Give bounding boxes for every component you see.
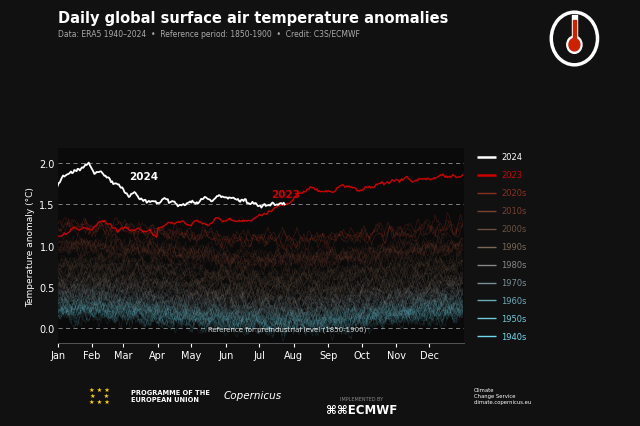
Text: 2023: 2023 xyxy=(501,171,522,180)
Text: 2020s: 2020s xyxy=(501,189,527,198)
Text: 1960s: 1960s xyxy=(501,296,527,305)
Text: Climate
Change Service
climate.copernicus.eu: Climate Change Service climate.copernicu… xyxy=(474,387,532,403)
Text: PROGRAMME OF THE
EUROPEAN UNION: PROGRAMME OF THE EUROPEAN UNION xyxy=(131,389,210,402)
Y-axis label: Temperature anomaly (°C): Temperature anomaly (°C) xyxy=(26,186,35,306)
Circle shape xyxy=(567,37,582,54)
Text: 2000s: 2000s xyxy=(501,225,527,234)
Text: IMPLEMENTED BY: IMPLEMENTED BY xyxy=(340,396,383,401)
Circle shape xyxy=(569,40,580,52)
Text: 1970s: 1970s xyxy=(501,278,527,288)
Text: 1940s: 1940s xyxy=(501,332,527,341)
Text: 1980s: 1980s xyxy=(501,260,527,270)
Text: ★ ★ ★
★    ★
★ ★ ★: ★ ★ ★ ★ ★ ★ ★ ★ xyxy=(89,387,109,403)
Text: 2023: 2023 xyxy=(271,190,300,199)
Text: Daily global surface air temperature anomalies: Daily global surface air temperature ano… xyxy=(58,11,448,26)
Text: 2024: 2024 xyxy=(501,153,522,162)
Text: 2024: 2024 xyxy=(129,171,158,181)
Text: ⌘⌘ECMWF: ⌘⌘ECMWF xyxy=(326,403,397,415)
Text: Copernicus: Copernicus xyxy=(224,390,282,400)
Text: Data: ERA5 1940–2024  •  Reference period: 1850-1900  •  Credit: C3S/ECMWF: Data: ERA5 1940–2024 • Reference period:… xyxy=(58,30,360,39)
Text: 1990s: 1990s xyxy=(501,242,527,252)
Text: 2010s: 2010s xyxy=(501,207,527,216)
Text: 1950s: 1950s xyxy=(501,314,527,323)
Text: Reference for preindustrial level (1850-1900): Reference for preindustrial level (1850-… xyxy=(208,326,366,332)
